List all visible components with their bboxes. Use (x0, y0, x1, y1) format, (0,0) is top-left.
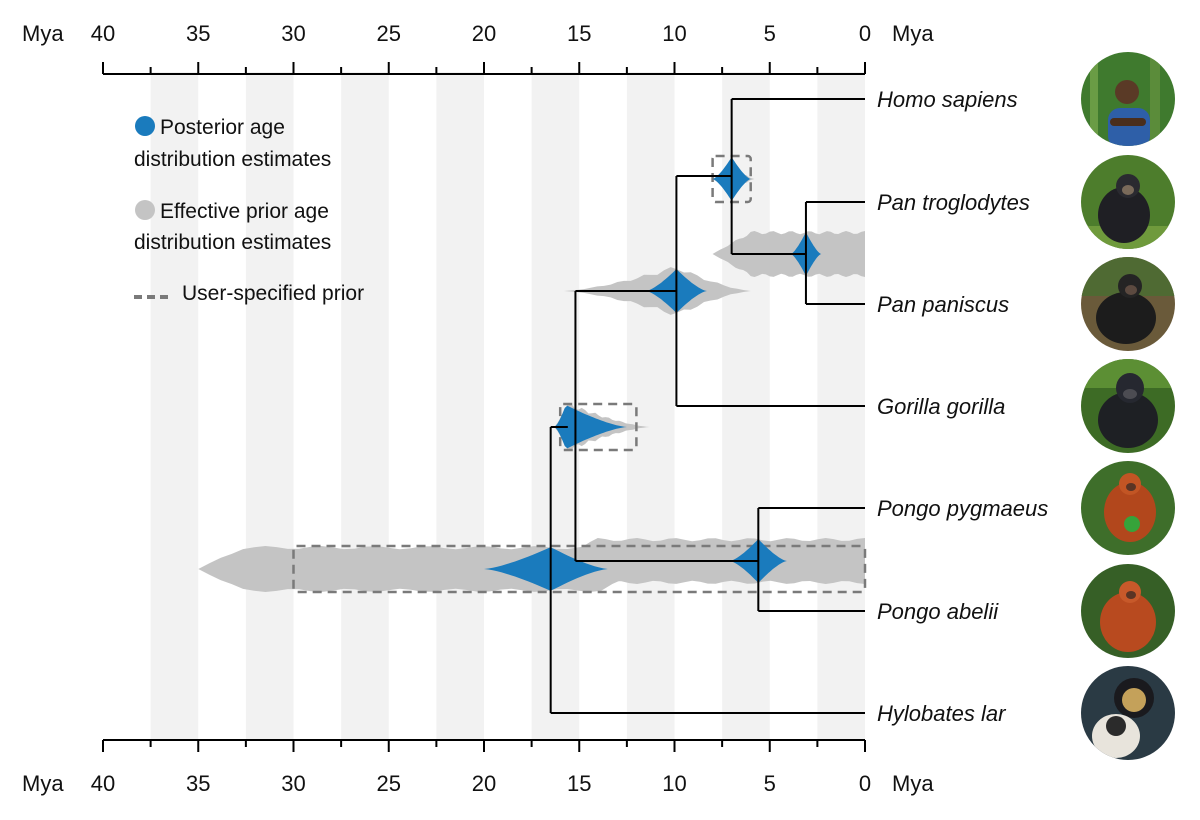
axis-unit-left-bottom: Mya (22, 771, 64, 796)
tick-label-bottom: 0 (859, 771, 871, 796)
taxon-label-pan-paniscus: Pan paniscus (877, 292, 1009, 317)
gorilla-photo (1081, 359, 1175, 453)
tick-label-top: 35 (186, 21, 210, 46)
band-0 (150, 72, 199, 740)
band-3 (436, 72, 484, 740)
band-1 (245, 72, 294, 740)
species-photos (1081, 52, 1175, 760)
legend-posterior-line2: distribution estimates (134, 148, 331, 171)
tick-label-bottom: 5 (764, 771, 776, 796)
taxon-labels: Homo sapiens Pan troglodytes Pan paniscus G… (877, 87, 1048, 726)
posterior-hominoidea (484, 547, 608, 591)
sumatran-orangutan-photo (1081, 564, 1175, 658)
tick-label-bottom: 35 (186, 771, 210, 796)
human-photo (1081, 52, 1175, 146)
tick-label-bottom: 15 (567, 771, 591, 796)
taxon-label-pongo-pygmaeus: Pongo pygmaeus (877, 496, 1048, 521)
taxon-label-pan-troglodytes: Pan troglodytes (877, 190, 1030, 215)
tree-branches (549, 98, 865, 714)
legend: Posterior age distribution estimates Eff… (134, 116, 364, 305)
legend-posterior-line1: Posterior age (160, 116, 285, 139)
tick-label-bottom: 30 (281, 771, 305, 796)
taxon-label-gorilla-gorilla: Gorilla gorilla (877, 394, 1005, 419)
axis-unit-right-top: Mya (892, 21, 934, 46)
band-5 (626, 72, 675, 740)
tick-label-top: 0 (859, 21, 871, 46)
legend-posterior-swatch (135, 116, 155, 136)
tick-label-top: 20 (472, 21, 496, 46)
legend-user-prior-label: User-specified prior (182, 282, 364, 305)
tick-label-bottom: 40 (91, 771, 115, 796)
bonobo-photo (1081, 257, 1175, 351)
tick-label-bottom: 10 (662, 771, 686, 796)
tick-label-top: 5 (764, 21, 776, 46)
legend-prior-line2: distribution estimates (134, 231, 331, 254)
legend-prior-line1: Effective prior age (160, 200, 329, 223)
bornean-orangutan-photo (1081, 461, 1175, 555)
chimpanzee-photo (1081, 155, 1175, 249)
tick-label-top: 40 (91, 21, 115, 46)
tick-label-bottom: 20 (472, 771, 496, 796)
taxon-label-hylobates-lar: Hylobates lar (877, 701, 1007, 726)
tick-label-top: 30 (281, 21, 305, 46)
legend-prior-swatch (135, 200, 155, 220)
tick-label-top: 25 (377, 21, 401, 46)
tick-label-bottom: 25 (377, 771, 401, 796)
taxon-label-homo-sapiens: Homo sapiens (877, 87, 1018, 112)
time-axes: 40 35 30 25 20 15 10 5 0 Mya Mya 40 35 30 25 20 15 10 5 0 My… (22, 21, 934, 796)
user-prior-hominoidea (292, 544, 867, 594)
tick-label-top: 15 (567, 21, 591, 46)
tick-label-top: 10 (662, 21, 686, 46)
background-bands (150, 72, 865, 740)
band-2 (341, 72, 389, 740)
posterior-hominidae (554, 405, 627, 449)
axis-unit-left-top: Mya (22, 21, 64, 46)
gibbon-photo (1081, 666, 1175, 760)
taxon-label-pongo-abelii: Pongo abelii (877, 599, 999, 624)
axis-unit-right-bottom: Mya (892, 771, 934, 796)
